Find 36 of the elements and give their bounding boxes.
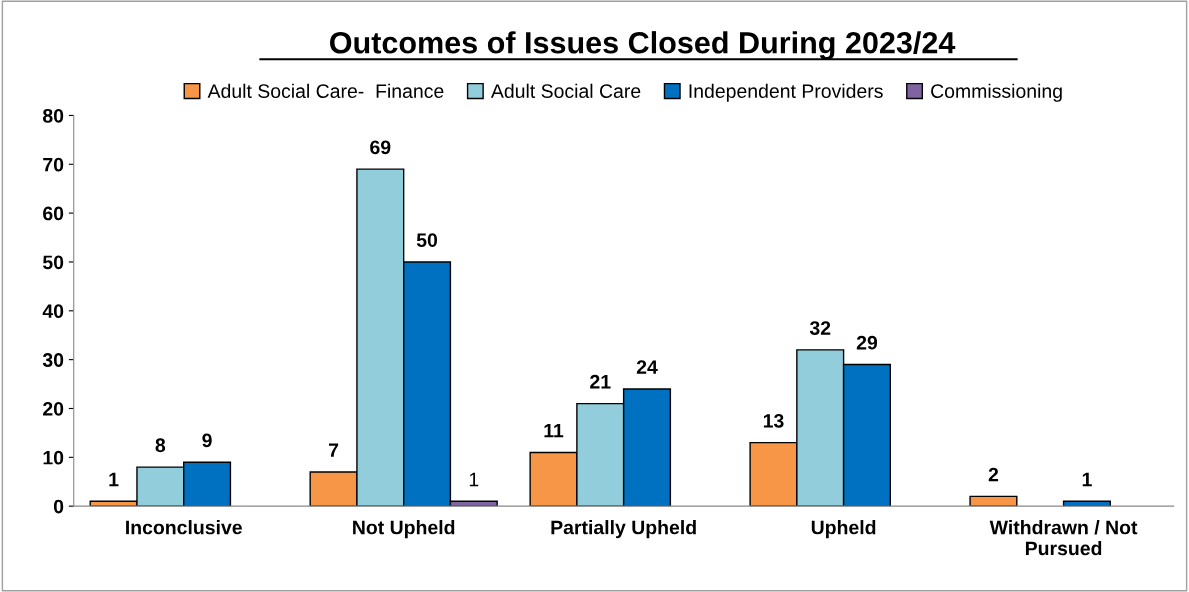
x-tick-label: Inconclusive xyxy=(126,520,242,535)
data-label: 2 xyxy=(988,467,999,482)
y-tick-label: 40 xyxy=(42,304,64,319)
x-tick-label: Not Upheld xyxy=(353,520,455,539)
data-label: 8 xyxy=(155,438,166,453)
y-tick-label: 30 xyxy=(42,353,64,367)
x-tick-label: Upheld xyxy=(811,520,876,539)
data-label: 21 xyxy=(590,374,611,389)
data-label: 29 xyxy=(856,335,878,350)
data-label: 50 xyxy=(416,233,438,248)
data-label: 9 xyxy=(202,433,212,448)
legend-label: Adult Social Care- Finance xyxy=(207,83,444,98)
bar xyxy=(1062,500,1111,507)
y-tick-label: 20 xyxy=(43,401,64,416)
data-label: 69 xyxy=(370,140,391,155)
data-label: 7 xyxy=(328,443,339,457)
bar xyxy=(969,495,1018,507)
x-tick-label: Partially Upheld xyxy=(551,520,696,539)
chart-title: Outcomes of Issues Closed During 2023/24 xyxy=(330,31,956,60)
y-tick-label: 10 xyxy=(43,450,64,465)
y-tick-label: 80 xyxy=(42,108,64,123)
y-tick-label: 50 xyxy=(42,255,64,270)
legend-label: Commissioning xyxy=(931,83,1062,102)
x-tick-label: Withdrawn / Not Pursued xyxy=(989,520,1138,556)
data-label: 13 xyxy=(763,413,784,428)
data-label: 1 xyxy=(1082,472,1092,487)
data-label: 1 xyxy=(469,472,479,487)
data-label: 24 xyxy=(636,360,658,374)
data-label: 1 xyxy=(109,472,119,487)
data-label: 32 xyxy=(809,321,831,335)
legend-label: Adult Social Care xyxy=(490,83,641,98)
y-tick-label: 70 xyxy=(43,157,64,172)
legend-label: Independent Providers xyxy=(689,83,883,102)
y-tick-label: 60 xyxy=(43,206,64,221)
y-tick-label: 0 xyxy=(53,499,64,514)
data-label: 11 xyxy=(544,423,564,438)
